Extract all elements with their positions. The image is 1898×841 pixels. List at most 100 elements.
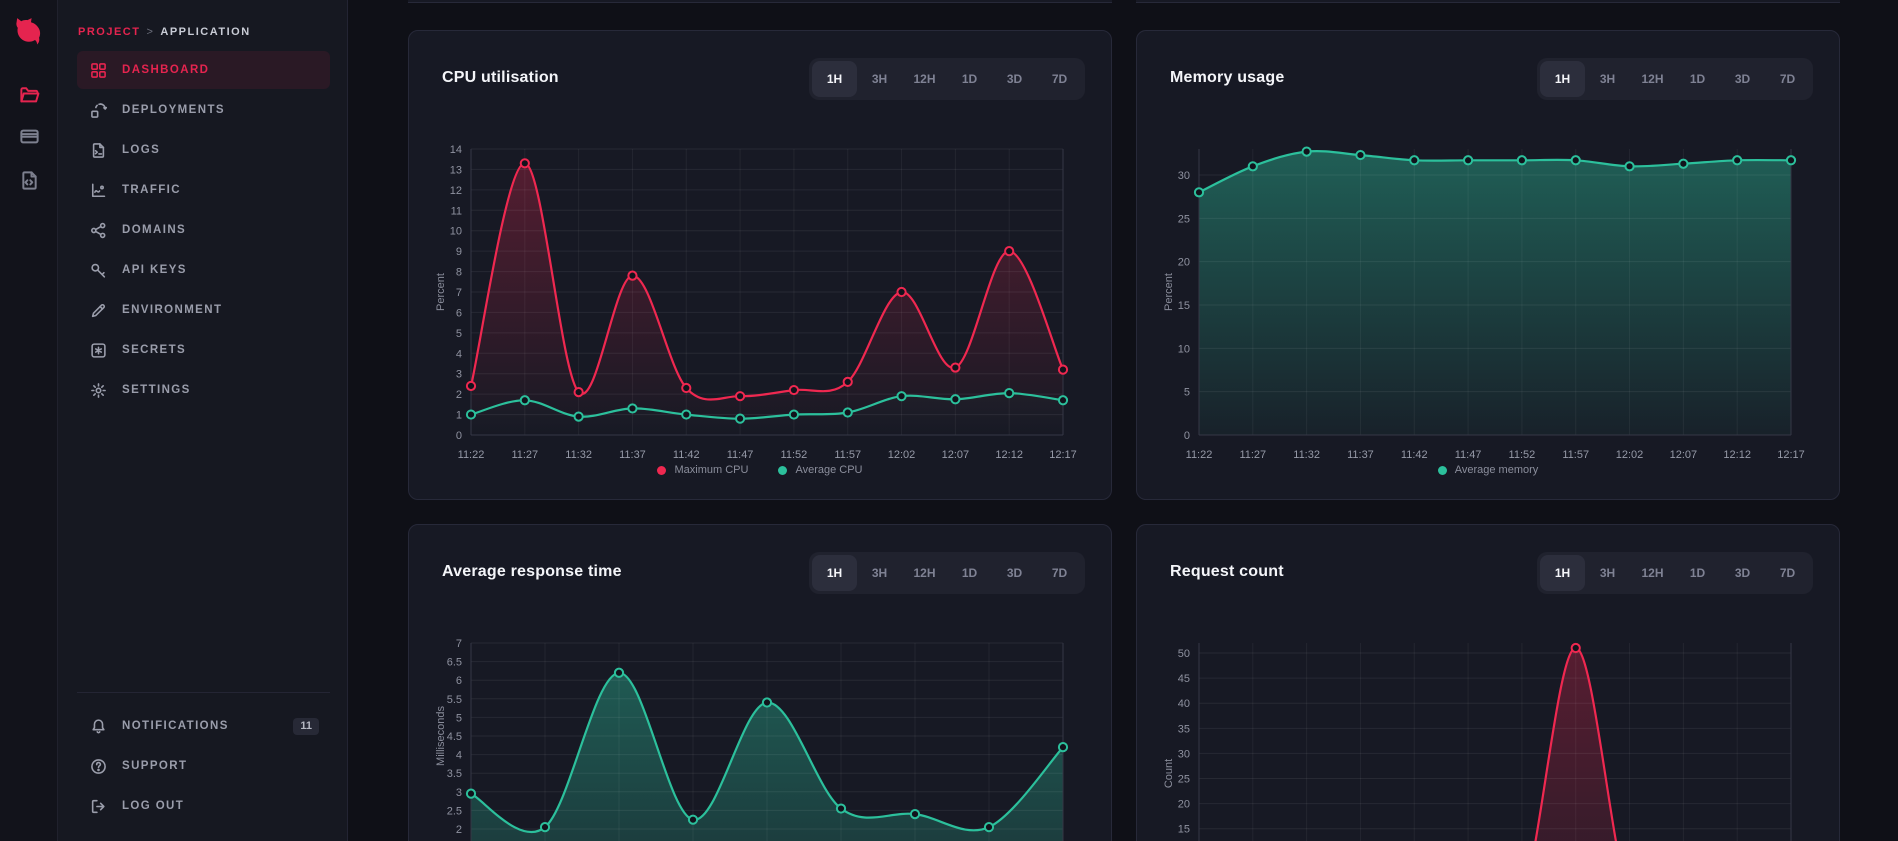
time-range-button-3h[interactable]: 3H (857, 61, 902, 97)
time-range-button-1d[interactable]: 1D (947, 61, 992, 97)
time-range-button-3d[interactable]: 3D (1720, 555, 1765, 591)
data-point-marker (1057, 364, 1069, 375)
chart-title: Request count (1170, 563, 1284, 580)
y-tick-label: 7 (456, 638, 462, 650)
data-point-marker (909, 809, 921, 820)
time-range-button-7d[interactable]: 7D (1765, 61, 1810, 97)
time-range-group: 1H 3H 12H 1D 3D 7D (1537, 552, 1813, 594)
data-point-marker (950, 362, 961, 373)
y-tick-label: 10 (450, 226, 462, 238)
sidebar-item-settings[interactable]: SETTINGS (77, 371, 330, 409)
time-range-button-3d[interactable]: 3D (1720, 61, 1765, 97)
x-tick-label: 11:42 (1401, 449, 1428, 461)
chart-title: Average response time (442, 563, 622, 580)
memory-usage-chart: 0 5 10 15 20 25 30 Percent 11:22 11:27 11:32 11:37 1… (1163, 146, 1805, 461)
breadcrumb-separator: > (146, 26, 155, 38)
x-tick-label: 12:17 (1777, 449, 1805, 461)
data-point-marker (681, 409, 692, 420)
data-point-marker (519, 395, 530, 406)
y-axis-label: Percent (1163, 273, 1175, 311)
y-tick-label: 2 (456, 389, 462, 401)
data-point-marker (1624, 161, 1635, 172)
sidebar-item-log-out[interactable]: LOG OUT (77, 787, 330, 825)
x-tick-label: 12:02 (888, 449, 916, 461)
sidebar-item-environment[interactable]: ENVIRONMENT (77, 291, 330, 329)
scrolled-card-edge (1136, 0, 1840, 3)
data-point-marker (519, 158, 530, 169)
time-range-button-3d[interactable]: 3D (992, 61, 1037, 97)
deployments-icon (90, 102, 107, 119)
data-point-marker (734, 391, 746, 402)
time-range-button-3h[interactable]: 3H (1585, 555, 1630, 591)
notifications-count-badge: 11 (293, 717, 319, 735)
time-range-button-7d[interactable]: 7D (1037, 61, 1082, 97)
folder-open-icon (19, 85, 40, 111)
breadcrumb-project[interactable]: PROJECT (78, 26, 141, 38)
data-point-marker (1409, 155, 1420, 166)
sidebar-item-dashboard[interactable]: DASHBOARD (77, 51, 330, 89)
sidebar-item-notifications[interactable]: NOTIFICATIONS 11 (77, 707, 330, 745)
secrets-icon (90, 342, 107, 359)
time-range-button-1d[interactable]: 1D (1675, 61, 1720, 97)
time-range-button-1d[interactable]: 1D (947, 555, 992, 591)
y-tick-label: 5.5 (447, 694, 462, 706)
sidebar-item-support[interactable]: SUPPORT (77, 747, 330, 785)
data-point-marker (788, 384, 800, 396)
time-range-button-3h[interactable]: 3H (857, 555, 902, 591)
sidebar-item-traffic[interactable]: TRAFFIC (77, 171, 330, 209)
rail-item-file-code[interactable] (17, 171, 41, 195)
time-range-button-12h[interactable]: 12H (902, 61, 947, 97)
time-range-button-12h[interactable]: 12H (1630, 555, 1675, 591)
data-point-marker (1004, 388, 1015, 399)
x-tick-label: 11:22 (1186, 449, 1213, 461)
sidebar-item-label: SECRETS (122, 344, 187, 356)
time-range-button-1h[interactable]: 1H (1540, 555, 1585, 591)
legend-dot (1437, 465, 1447, 475)
file-code-icon (19, 170, 40, 196)
rail-item-credit-card[interactable] (17, 127, 41, 151)
rail-item-folder-open[interactable] (17, 86, 41, 110)
data-point-marker (627, 270, 638, 281)
logout-icon (90, 798, 107, 815)
chart-legend: Maximum CPU Average CPU (409, 464, 1111, 476)
x-tick-label: 11:22 (458, 449, 485, 461)
x-tick-label: 11:52 (781, 449, 808, 461)
sidebar-item-domains[interactable]: DOMAINS (77, 211, 330, 249)
time-range-button-7d[interactable]: 7D (1037, 555, 1082, 591)
x-tick-label: 11:27 (511, 449, 538, 461)
x-tick-label: 12:12 (995, 449, 1023, 461)
sidebar-item-deployments[interactable]: DEPLOYMENTS (77, 91, 330, 129)
sidebar: PROJECT > APPLICATION DASHBOARD DEPLOYMENTS… (58, 0, 348, 841)
time-range-button-1h[interactable]: 1H (812, 555, 857, 591)
sidebar-item-logs[interactable]: LOGS (77, 131, 330, 169)
request-count-chart: 05101520253035404550Count (1163, 642, 1792, 841)
time-range-button-1d[interactable]: 1D (1675, 555, 1720, 591)
chart-legend: Average memory (1137, 464, 1839, 476)
nest-logo[interactable] (12, 15, 45, 48)
x-tick-label: 11:42 (673, 449, 700, 461)
traffic-icon (90, 182, 107, 199)
y-tick-label: 10 (1178, 343, 1190, 355)
breadcrumb-application[interactable]: APPLICATION (160, 26, 251, 38)
time-range-button-3d[interactable]: 3D (992, 555, 1037, 591)
time-range-button-12h[interactable]: 12H (902, 555, 947, 591)
data-point-marker (627, 403, 638, 414)
sidebar-item-label: ENVIRONMENT (122, 304, 223, 316)
y-tick-label: 40 (1178, 698, 1190, 710)
data-point-marker (1057, 395, 1069, 406)
sidebar-item-api-keys[interactable]: API KEYS (77, 251, 330, 289)
time-range-button-3h[interactable]: 3H (1585, 61, 1630, 97)
time-range-button-1h[interactable]: 1H (812, 61, 857, 97)
y-tick-label: 13 (450, 164, 462, 176)
series-area-average-response-time (471, 672, 1063, 841)
time-range-button-1h[interactable]: 1H (1540, 61, 1585, 97)
sidebar-item-secrets[interactable]: SECRETS (77, 331, 330, 369)
sidebar-item-label: NOTIFICATIONS (122, 720, 229, 732)
time-range-button-12h[interactable]: 12H (1630, 61, 1675, 97)
sidebar-item-label: SUPPORT (122, 760, 188, 772)
time-range-button-7d[interactable]: 7D (1765, 555, 1810, 591)
data-point-marker (1057, 742, 1069, 753)
